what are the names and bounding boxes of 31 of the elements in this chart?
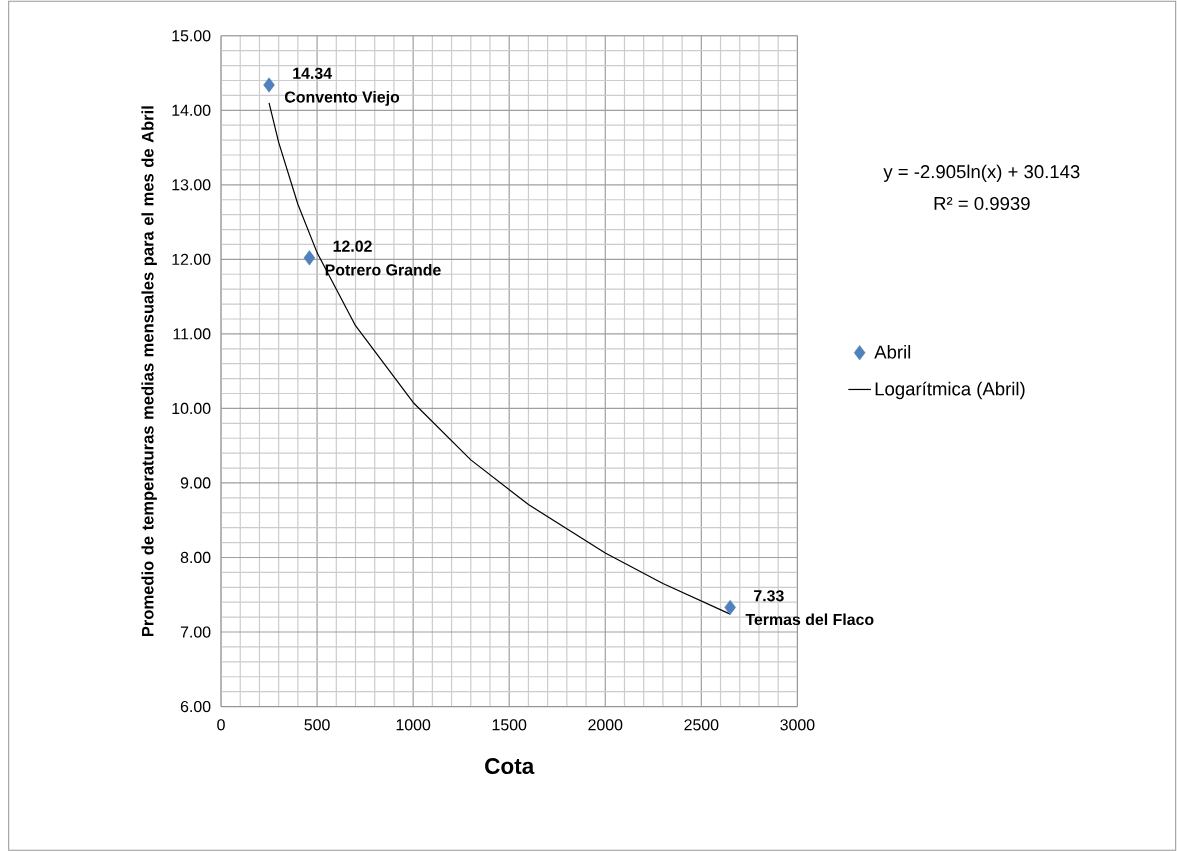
y-tick-label: 9.00: [180, 477, 211, 489]
y-tick-label: 12.00: [172, 253, 211, 266]
y-tick-label: 10.00: [172, 402, 211, 415]
text: R² = 0.9939: [934, 197, 1030, 211]
legend-label: Logarítmica (Abril): [875, 381, 1025, 400]
y-tick-label: 6.00: [180, 701, 211, 713]
data-label: 7.33: [754, 590, 784, 602]
x-tick-label: 500: [304, 719, 330, 731]
x-tick-label: 1000: [396, 719, 431, 731]
data-label: 12.02: [333, 240, 372, 253]
point: [303, 250, 316, 266]
y-tick-label: 13.00: [172, 179, 211, 191]
point: [263, 77, 275, 93]
x-tick-label: 2000: [588, 719, 623, 731]
x-tick-label: 0: [217, 719, 225, 731]
y-tick-label: 14.00: [172, 104, 211, 117]
x-axis-title: Cota: [485, 758, 535, 775]
y-tick-label: 8.00: [180, 552, 211, 564]
data-label: 14.34: [293, 67, 332, 80]
x-tick-label: 3000: [780, 719, 815, 731]
point: [724, 600, 736, 616]
x-tick-label: 1500: [492, 719, 527, 731]
legend-label: Abril: [874, 345, 911, 359]
y-tick-label: 7.00: [180, 626, 211, 638]
x-tick-label: 2500: [684, 719, 719, 731]
y-tick-label: 11.00: [173, 328, 211, 340]
y-axis-title: Promedio de temperaturas medias mensuales para el mes de Abril: [141, 106, 157, 637]
y-tick-label: 15.00: [172, 30, 211, 42]
text: y = -2.905ln(x) + 30.143: [883, 164, 1080, 183]
annotation: Convento Viejo: [284, 91, 400, 106]
annotation: Termas del Flaco: [745, 613, 874, 626]
